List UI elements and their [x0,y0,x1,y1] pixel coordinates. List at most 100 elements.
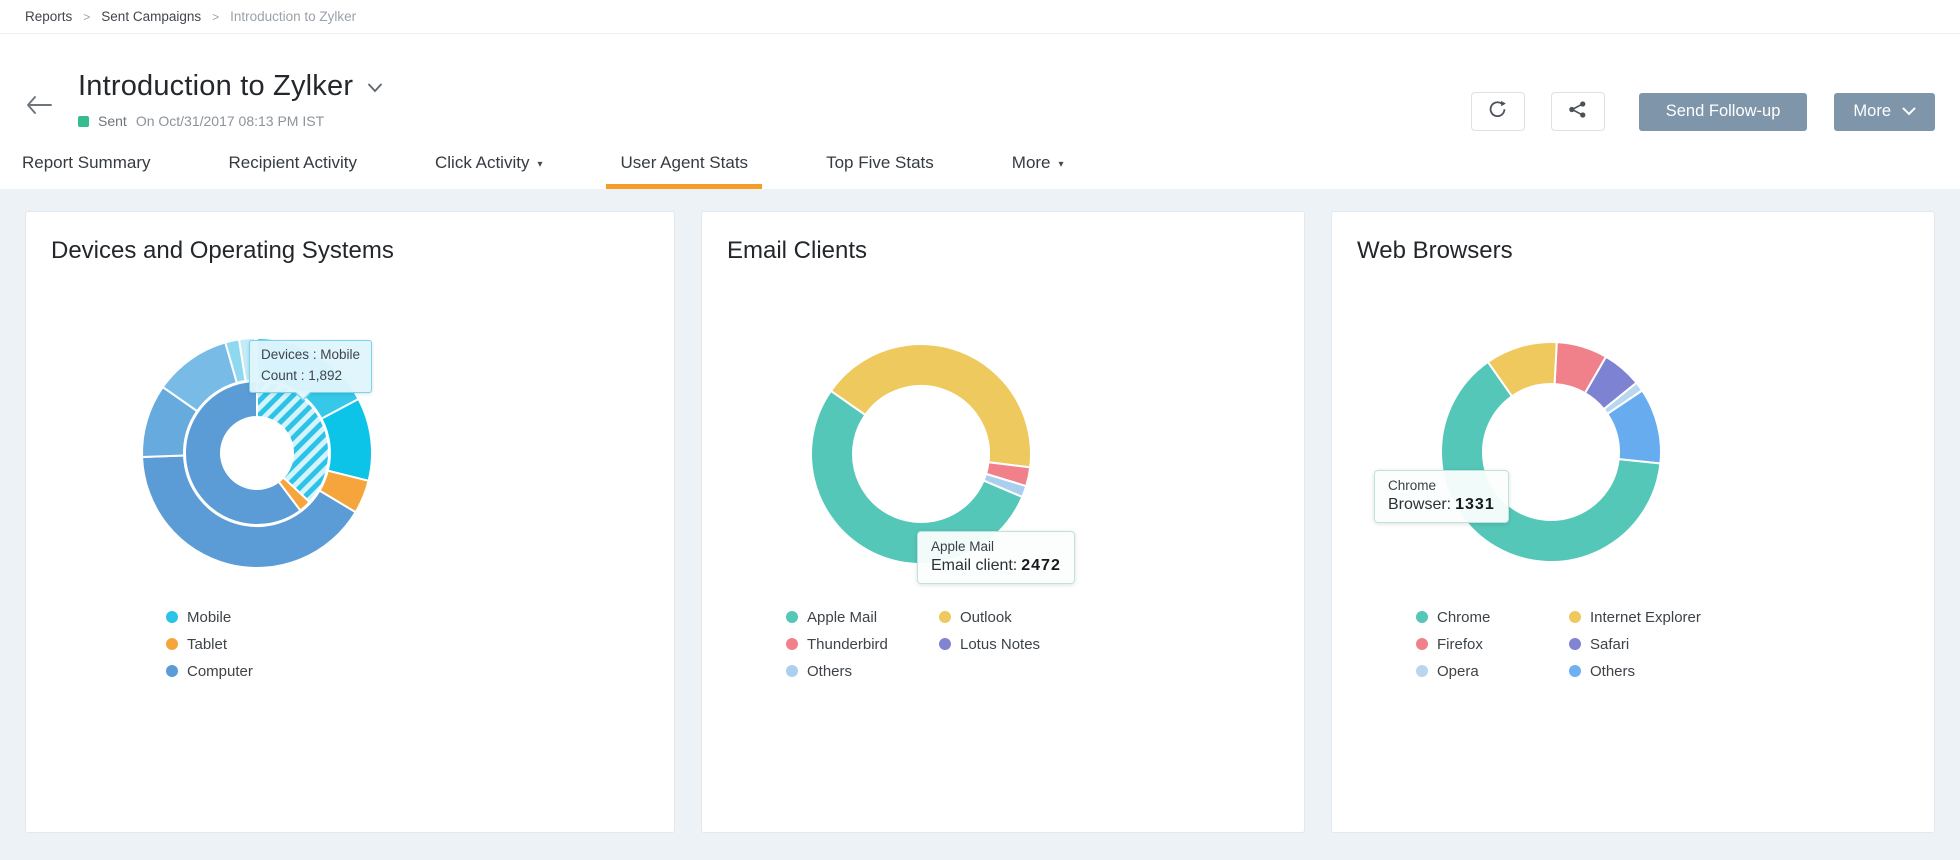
devices-os-card: Devices and Operating Systems Devices : … [25,211,675,833]
share-button[interactable] [1550,92,1605,131]
page-title: Introduction to Zylker [78,70,354,102]
legend-label: Safari [1590,635,1630,653]
legend-swatch [939,638,951,650]
more-button[interactable]: More [1834,92,1935,131]
title-chevron-down-icon[interactable] [367,80,383,98]
web-browsers-donut-chart [1440,341,1662,563]
legend-item-others[interactable]: Others [786,662,939,680]
email-clients-legend: Apple Mail Outlook Thunderbird Lotus Notes O… [786,608,1040,680]
donut-segment-internet-explorer[interactable] [1486,341,1558,398]
legend-label: Lotus Notes [960,635,1041,653]
tab-label: Top Five Stats [826,153,934,172]
legend-item-safari[interactable]: Safari [1569,635,1701,653]
more-chevron-down-icon [1902,102,1916,121]
user-agent-stats-panel: Devices and Operating Systems Devices : … [0,189,1960,860]
donut-segment-hover-hatch [257,381,329,503]
card-title-email-clients: Email Clients [727,237,868,264]
tooltip-metric-label: Email client: [931,557,1018,574]
donut-segment-computer[interactable] [184,380,302,526]
legend-item-opera[interactable]: Opera [1416,662,1569,680]
legend-item-chrome[interactable]: Chrome [1416,608,1569,626]
legend-swatch [1569,611,1581,623]
refresh-icon [1487,99,1508,125]
tab-label: Report Summary [22,153,151,172]
legend-item-computer[interactable]: Computer [166,662,253,680]
legend-swatch [1416,665,1428,677]
sent-timestamp: On Oct/31/2017 08:13 PM IST [135,113,325,129]
legend-item-outlook[interactable]: Outlook [939,608,1040,626]
legend-swatch [786,611,798,623]
breadcrumb-separator: > [83,9,91,24]
breadcrumb-separator: > [212,9,220,24]
donut-segment-outlook[interactable] [829,343,1032,469]
chart-tooltip-devices: Devices : Mobile Count : 1,892 [249,340,373,401]
legend-item-internet-explorer[interactable]: Internet Explorer [1569,608,1701,626]
legend-swatch [1569,665,1581,677]
legend-label: Internet Explorer [1590,608,1701,626]
card-title-web-browsers: Web Browsers [1357,237,1513,264]
legend-label: Computer [187,662,253,680]
legend-label: Others [1590,662,1636,680]
legend-swatch [786,665,798,677]
tooltip-metric-label: Browser: [1388,496,1452,513]
legend-label: Others [807,662,853,680]
web-browsers-card: Web Browsers Chrome Browser: 1331 Chrome I… [1331,211,1935,833]
more-button-label: More [1853,102,1891,120]
legend-swatch [1416,638,1428,650]
legend-item-tablet[interactable]: Tablet [166,635,253,653]
legend-item-thunderbird[interactable]: Thunderbird [786,635,939,653]
tooltip-line: Count : 1,892 [261,367,343,383]
status-badge: Sent [98,113,127,129]
breadcrumb-item-reports[interactable]: Reports [25,9,73,24]
back-button[interactable] [25,94,55,116]
legend-item-apple-mail[interactable]: Apple Mail [786,608,939,626]
legend-item-mobile[interactable]: Mobile [166,608,253,626]
report-tabs: Report Summary Recipient Activity Click Ac… [8,137,1960,189]
legend-swatch [939,611,951,623]
tooltip-metric-value: 1331 [1455,496,1495,513]
legend-swatch [166,638,178,650]
tab-more[interactable]: More ▾ [998,137,1078,189]
tooltip-series-name: Chrome [1388,478,1437,493]
legend-swatch [1416,611,1428,623]
tooltip-series-name: Apple Mail [931,539,995,554]
legend-swatch [166,611,178,623]
tooltip-metric-value: 2472 [1021,557,1061,574]
legend-label: Tablet [187,635,228,653]
report-tabs-bar: Report Summary Recipient Activity Click Ac… [0,137,1960,189]
chart-tooltip-email-clients: Apple Mail Email client: 2472 [917,531,1075,584]
legend-label: Thunderbird [807,635,888,653]
tab-label: User Agent Stats [620,153,749,172]
card-title-devices-os: Devices and Operating Systems [51,237,394,264]
email-clients-card: Email Clients Apple Mail Email client: 24… [701,211,1305,833]
legend-label: Apple Mail [807,608,878,626]
legend-item-firefox[interactable]: Firefox [1416,635,1569,653]
legend-swatch [786,638,798,650]
legend-label: Outlook [960,608,1012,626]
tab-top-five-stats[interactable]: Top Five Stats [812,137,948,189]
legend-item-lotus-notes[interactable]: Lotus Notes [939,635,1040,653]
legend-swatch [166,665,178,677]
legend-item-others[interactable]: Others [1569,662,1701,680]
web-browsers-legend: Chrome Internet Explorer Firefox Safari Oper… [1416,608,1701,680]
devices-os-legend: Mobile Tablet Computer [166,608,253,680]
breadcrumb: Reports > Sent Campaigns > Introduction to Z… [0,0,1960,34]
tab-label: Click Activity [434,153,530,172]
back-arrow-icon [25,96,55,120]
legend-label: Chrome [1437,608,1491,626]
breadcrumb-item-sent-campaigns[interactable]: Sent Campaigns [101,9,202,24]
share-icon [1567,99,1588,125]
tab-chevron-down-icon: ▾ [537,158,543,170]
chart-tooltip-web-browsers: Chrome Browser: 1331 [1374,470,1509,523]
tab-recipient-activity[interactable]: Recipient Activity [214,137,371,189]
legend-label: Opera [1437,662,1479,680]
email-clients-donut-chart [810,343,1032,565]
tab-click-activity[interactable]: Click Activity ▾ [421,137,557,189]
tab-user-agent-stats[interactable]: User Agent Stats [606,137,762,189]
legend-swatch [1569,638,1581,650]
send-followup-button[interactable]: Send Follow-up [1638,92,1808,131]
tab-report-summary[interactable]: Report Summary [8,137,164,189]
sent-status-icon [78,115,89,127]
tab-label: More [1011,153,1051,172]
refresh-button[interactable] [1470,92,1525,131]
